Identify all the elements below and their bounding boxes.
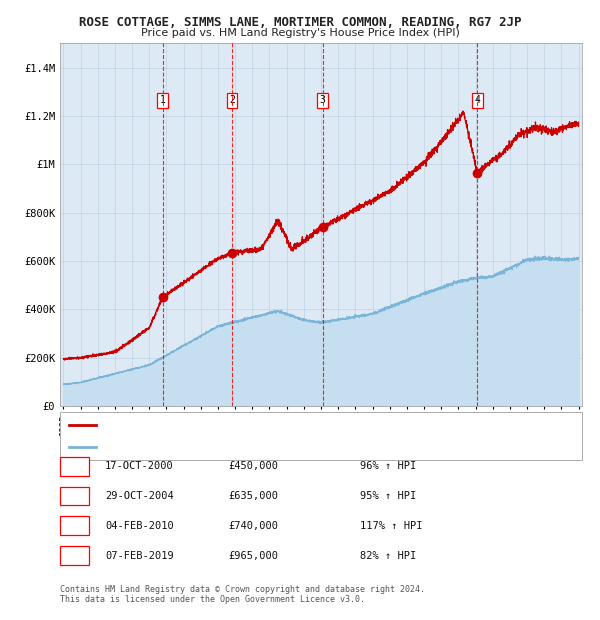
Text: £450,000: £450,000	[228, 461, 278, 471]
Text: 17-OCT-2000: 17-OCT-2000	[105, 461, 174, 471]
Text: 3: 3	[71, 521, 77, 531]
Text: 95% ↑ HPI: 95% ↑ HPI	[360, 491, 416, 501]
Text: £965,000: £965,000	[228, 551, 278, 560]
Text: HPI: Average price, detached house, Basingstoke and Deane: HPI: Average price, detached house, Basi…	[103, 442, 431, 451]
Text: Contains HM Land Registry data © Crown copyright and database right 2024.
This d: Contains HM Land Registry data © Crown c…	[60, 585, 425, 604]
Text: £635,000: £635,000	[228, 491, 278, 501]
Text: 07-FEB-2019: 07-FEB-2019	[105, 551, 174, 560]
Text: ROSE COTTAGE, SIMMS LANE, MORTIMER COMMON, READING, RG7 2JP: ROSE COTTAGE, SIMMS LANE, MORTIMER COMMO…	[79, 16, 521, 29]
Text: ROSE COTTAGE, SIMMS LANE, MORTIMER COMMON, READING, RG7 2JP (detached house: ROSE COTTAGE, SIMMS LANE, MORTIMER COMMO…	[103, 421, 535, 430]
Text: 96% ↑ HPI: 96% ↑ HPI	[360, 461, 416, 471]
Text: 04-FEB-2010: 04-FEB-2010	[105, 521, 174, 531]
Text: 82% ↑ HPI: 82% ↑ HPI	[360, 551, 416, 560]
Text: 4: 4	[475, 95, 480, 105]
Text: 1: 1	[71, 461, 77, 471]
Text: 117% ↑ HPI: 117% ↑ HPI	[360, 521, 422, 531]
Text: 3: 3	[320, 95, 325, 105]
Text: Price paid vs. HM Land Registry's House Price Index (HPI): Price paid vs. HM Land Registry's House …	[140, 28, 460, 38]
Text: 2: 2	[229, 95, 235, 105]
Text: 4: 4	[71, 551, 77, 560]
Text: 1: 1	[160, 95, 166, 105]
Text: £740,000: £740,000	[228, 521, 278, 531]
Text: 29-OCT-2004: 29-OCT-2004	[105, 491, 174, 501]
Text: 2: 2	[71, 491, 77, 501]
